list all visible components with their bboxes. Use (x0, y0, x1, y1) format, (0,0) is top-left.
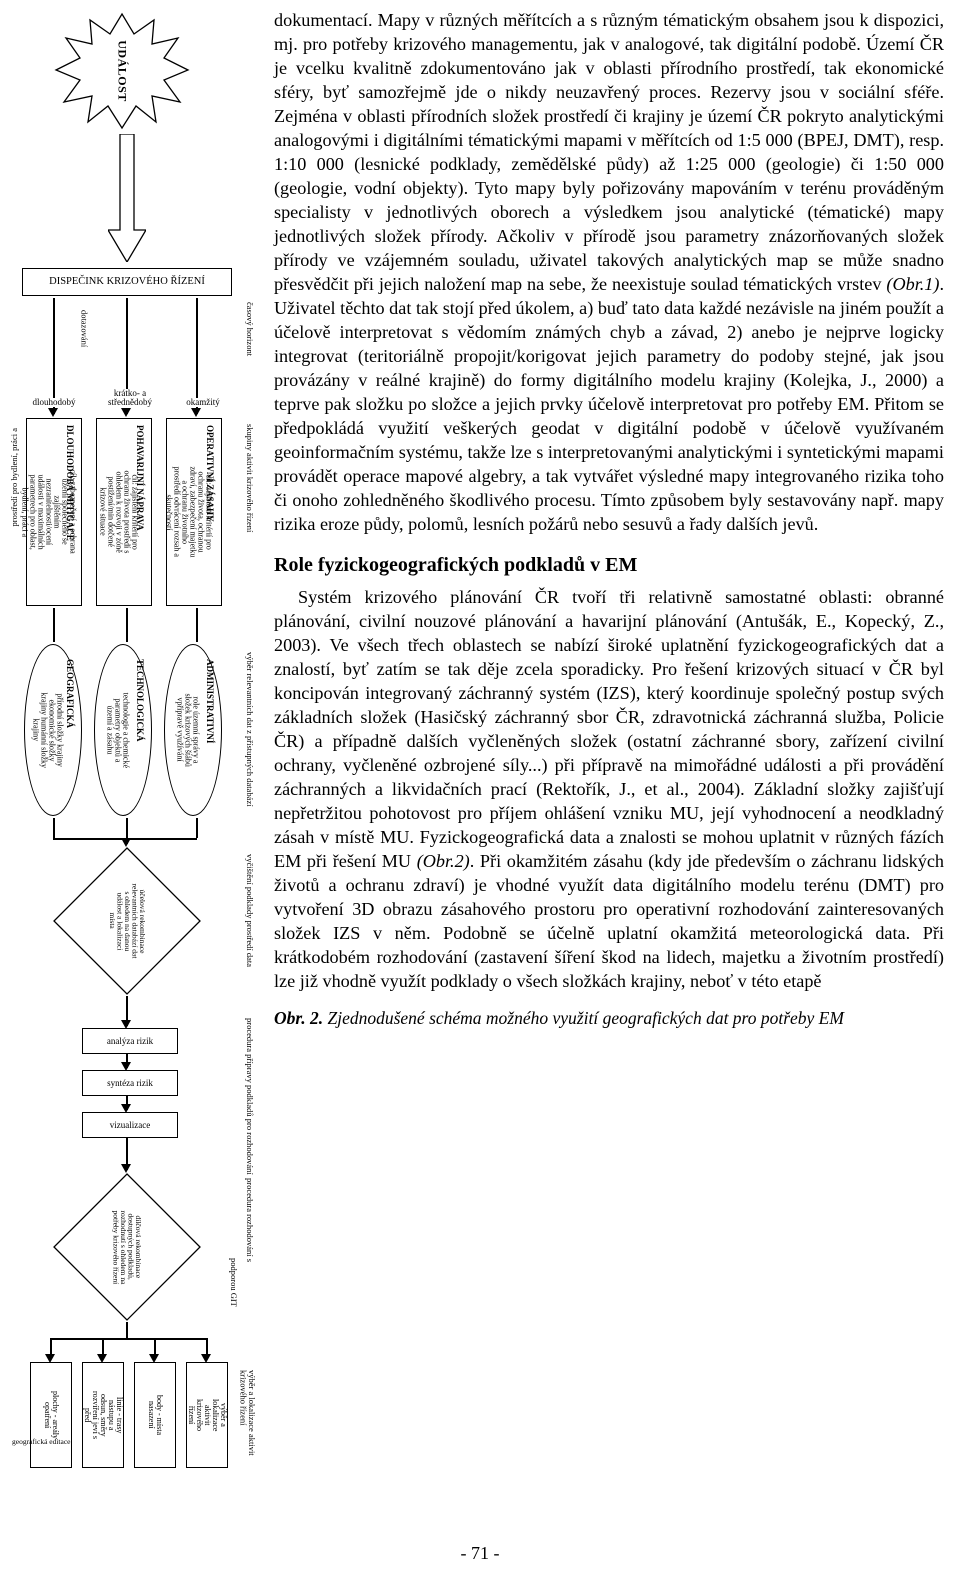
node-event: UDÁLOST (52, 12, 192, 130)
fig-text: Zjednodušené schéma možného využití geog… (323, 1008, 844, 1028)
node-admin: ADMINISTRATIVNÍ role územní správy a slo… (164, 644, 222, 816)
out2-text: linie - trasy nástupu a odsun, směry roz… (83, 1389, 123, 1441)
node-operative: OPERATIVNÍ ZÁSAHY cíl: zajištění kritéri… (166, 418, 222, 606)
para2b-text: . Při okamžitém zásahu (kdy jde předevší… (274, 851, 944, 991)
side-vycist: vyčištění podklady prostředí data (246, 854, 255, 967)
dispatch-label: DISPEČINK KRIZOVÉHO ŘÍZENÍ (49, 276, 205, 287)
node-mitigation: DLOUHODOBÁ MITIGACE cíl: zabezpečení a o… (26, 418, 82, 606)
tech-title: TECHNOLOGICKÁ (135, 659, 145, 742)
connector (50, 1338, 206, 1340)
connector (126, 608, 128, 642)
node-diamond-relevance: účelová rekombinace relevantních databáz… (52, 846, 202, 996)
geo-title: GEOGRAFICKÁ (65, 659, 75, 728)
node-out-body: body - místa nasazení (134, 1362, 176, 1468)
arrowhead (48, 408, 58, 417)
admin-text: role územní správy a složek krizových št… (175, 688, 199, 773)
node-dispatch: DISPEČINK KRIZOVÉHO ŘÍZENÍ (22, 268, 232, 296)
label-kratko: krátko- a střednědobý (92, 389, 168, 408)
side-casovy: časový horizont (246, 302, 255, 356)
label-dlouhodoby: dlouhodobý (22, 398, 86, 407)
side-geokod: geografická editace (12, 1438, 71, 1446)
event-label: UDÁLOST (116, 40, 129, 102)
page-number: - 71 - (0, 1543, 960, 1564)
node-synteza: syntéza rizik (82, 1070, 178, 1096)
node-analyza: analýza rizik (82, 1028, 178, 1054)
vizual-label: vizualizace (110, 1120, 150, 1130)
side-proc-priprava: procedura přípravy podkladů pro rozhodov… (246, 1018, 255, 1175)
connector (53, 608, 55, 642)
label-okamzity: okamžitý (172, 398, 234, 407)
para1b-text: . Uživatel těchto dat tak stojí před úko… (274, 274, 944, 534)
arrowhead (191, 408, 201, 417)
node-tech: TECHNOLOGICKÁ technologie a chemické par… (94, 644, 152, 816)
node-out-linie: linie - trasy nástupu a odsun, směry roz… (82, 1362, 124, 1468)
node-out-plochy: plochy - areály opatření (30, 1362, 72, 1468)
tech-text: technologie a chemické parametry objektů… (105, 688, 129, 773)
paragraph-2: Systém krizového plánování ČR tvoří tři … (274, 585, 944, 993)
fig-label: Obr. 2. (274, 1008, 323, 1028)
connector (196, 818, 198, 838)
napr-text: cíl: zajištění kritérií pro ochranu živo… (99, 466, 139, 559)
side-proc-rozhod: procedura rozhodování s (246, 1178, 255, 1262)
connector (126, 1322, 128, 1338)
node-repair: POHAVARIJNÍ NÁPRAVA cíl: zajištění krité… (96, 418, 152, 606)
connector (53, 818, 55, 838)
out3-text: body - místa nasazení (147, 1389, 163, 1441)
side-prostredi: prostředí pro bydlení, práci a (10, 428, 19, 526)
node-out-vyber: výběr a lokalizace aktivit krizového říz… (186, 1362, 228, 1468)
side-skupiny: skupiny aktivit krizového řízení (246, 424, 255, 532)
figure-caption: Obr. 2. Zjednodušené schéma možného využ… (274, 1007, 944, 1030)
out1-text: plochy - areály opatření (43, 1389, 59, 1441)
side-vyber-dat: výběr relevantních dat z přístupných dat… (246, 652, 255, 807)
text-column: dokumentací. Mapy v různých měřítcích a … (258, 8, 944, 1030)
oper-text: cíl: zajištění kritérií pro ochranu živo… (165, 466, 213, 559)
para1-text: dokumentací. Mapy v různých měřítcích a … (274, 10, 944, 294)
connector (53, 838, 127, 840)
mitig-text: cíl: zabezpečení a ochrana území společn… (21, 466, 77, 559)
connector (196, 608, 198, 642)
section-heading: Role fyzickogeografických podkladů v EM (274, 552, 944, 578)
diamond-dil-text: dílčová rekombinace dostupných podkladů,… (112, 1210, 142, 1285)
admin-title: ADMINISTRATIVNÍ (205, 659, 215, 743)
para2-text: Systém krizového plánování ČR tvoří tři … (274, 587, 944, 871)
node-vizualizace: vizualizace (82, 1112, 178, 1138)
flowchart-diagram: UDÁLOST DISPEČINK KRIZOVÉHO ŘÍZENÍ dotaz… (8, 8, 258, 1030)
node-geo: GEOGRAFICKÁ přírodní složky krajiny ekon… (24, 644, 82, 816)
arrow-event-to-dispatch (108, 134, 146, 262)
diamond-rel-text: účelová rekombinace relevantních databáz… (108, 884, 146, 959)
side-vyber2: výběr a lokalizace aktivit krizového říz… (239, 1370, 256, 1478)
side-podpora-git: podporou GIT (230, 1258, 239, 1307)
out4-text: výběr a lokalizace aktivit krizového říz… (187, 1389, 227, 1441)
side-dotaz: dotazování (80, 310, 89, 347)
geo-text: přírodní složky krajiny ekonomické složk… (31, 688, 63, 773)
node-diamond-decision: dílčová rekombinace dostupných podkladů,… (52, 1172, 202, 1322)
arrowhead (121, 408, 131, 417)
connector (127, 838, 197, 840)
obr2-ref: (Obr.2) (417, 851, 470, 871)
obr1-ref: (Obr.1) (886, 274, 939, 294)
paragraph-1: dokumentací. Mapy v různých měřítcích a … (274, 8, 944, 536)
analyza-label: analýza rizik (107, 1036, 153, 1046)
synteza-label: syntéza rizik (107, 1078, 153, 1088)
